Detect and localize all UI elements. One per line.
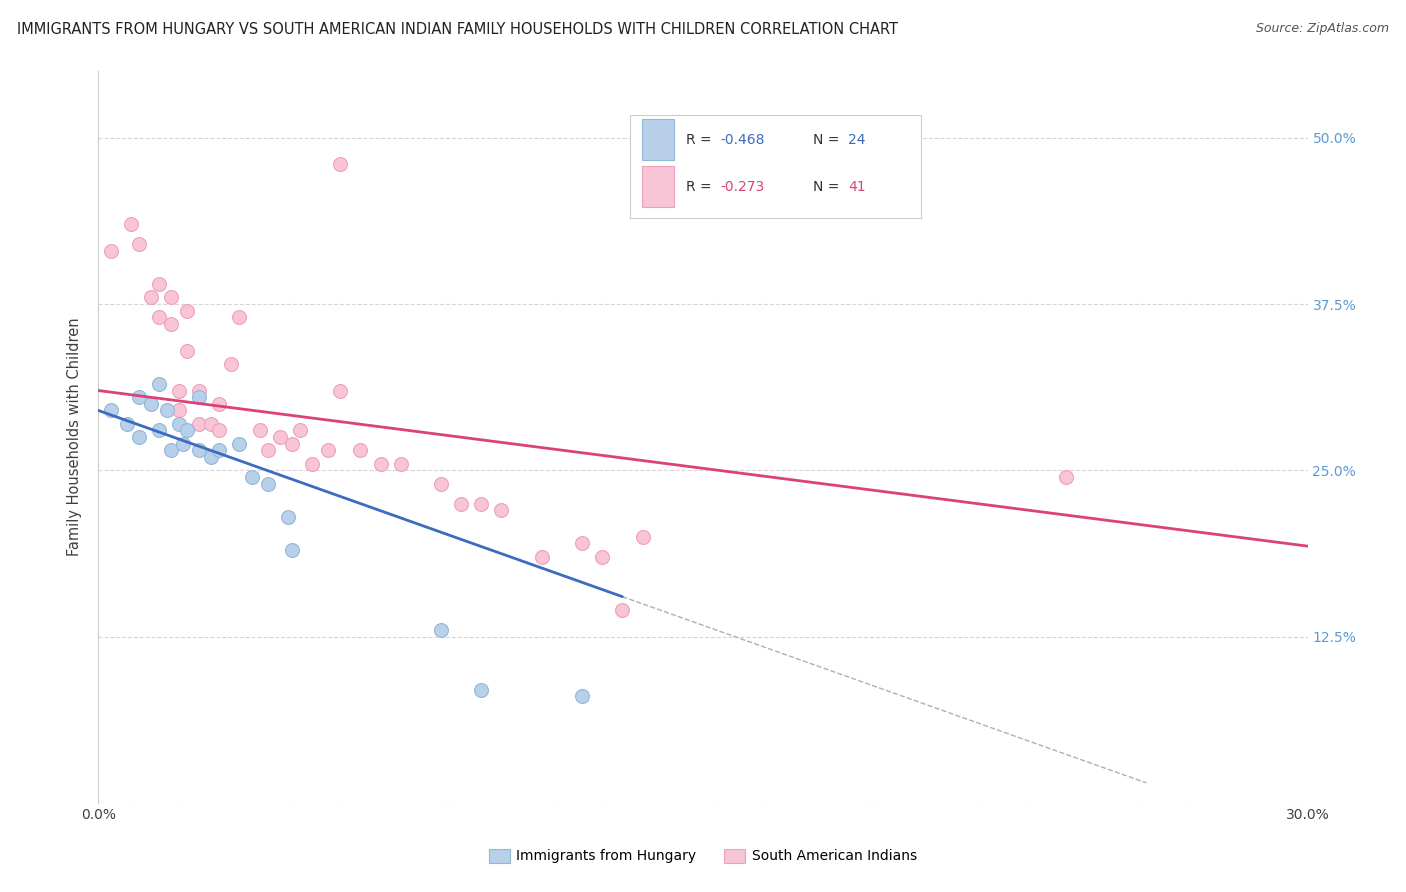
Text: -0.273: -0.273 [720, 180, 765, 194]
Point [256, 476, 278, 491]
Point [228, 436, 250, 450]
Point [316, 443, 339, 458]
Legend: Immigrants from Hungary, South American Indians: Immigrants from Hungary, South American … [484, 843, 922, 869]
Text: R =: R = [686, 180, 716, 194]
Point [148, 277, 170, 292]
Text: -0.468: -0.468 [720, 133, 765, 147]
Point [329, 384, 352, 398]
Point [115, 417, 138, 431]
Point [277, 509, 299, 524]
Point [631, 530, 654, 544]
Point [612, 603, 634, 617]
Text: N =: N = [813, 180, 844, 194]
Point [301, 457, 323, 471]
Bar [643, 167, 673, 208]
Point [530, 549, 553, 564]
Point [128, 237, 150, 252]
Point [172, 436, 194, 450]
Point [128, 430, 150, 444]
Point [208, 443, 231, 458]
Text: 24: 24 [848, 133, 866, 147]
Text: 41: 41 [848, 180, 866, 194]
Point [200, 450, 222, 464]
Point [591, 549, 613, 564]
Point [188, 443, 211, 458]
Point [188, 384, 211, 398]
Point [200, 417, 222, 431]
Point [491, 503, 513, 517]
Point [188, 417, 211, 431]
Point [329, 157, 352, 171]
Point [288, 424, 311, 438]
Point [188, 390, 211, 404]
Point [148, 310, 170, 325]
Point [269, 430, 291, 444]
Point [148, 376, 170, 391]
Point [1054, 470, 1077, 484]
Text: IMMIGRANTS FROM HUNGARY VS SOUTH AMERICAN INDIAN FAMILY HOUSEHOLDS WITH CHILDREN: IMMIGRANTS FROM HUNGARY VS SOUTH AMERICA… [17, 22, 898, 37]
Point [176, 424, 198, 438]
Point [256, 443, 278, 458]
Point [128, 390, 150, 404]
Point [450, 497, 472, 511]
Point [139, 290, 162, 304]
Point [389, 457, 412, 471]
Text: R =: R = [686, 133, 716, 147]
Point [281, 436, 304, 450]
Point [470, 497, 492, 511]
Point [240, 470, 263, 484]
Point [176, 303, 198, 318]
Text: Source: ZipAtlas.com: Source: ZipAtlas.com [1256, 22, 1389, 36]
Point [349, 443, 371, 458]
Point [249, 424, 271, 438]
Point [208, 397, 231, 411]
Point [430, 623, 453, 637]
Text: N =: N = [813, 133, 844, 147]
Bar [643, 120, 673, 161]
Point [120, 217, 142, 231]
Point [370, 457, 392, 471]
Point [228, 310, 250, 325]
Point [156, 403, 179, 417]
Point [281, 543, 304, 558]
Point [430, 476, 453, 491]
Point [167, 417, 190, 431]
Point [139, 397, 162, 411]
Point [148, 424, 170, 438]
Point [571, 536, 593, 550]
Point [221, 357, 243, 371]
Point [100, 403, 122, 417]
Point [571, 690, 593, 704]
Point [470, 682, 492, 697]
Y-axis label: Family Households with Children: Family Households with Children [67, 318, 83, 557]
Point [160, 443, 183, 458]
Point [160, 317, 183, 331]
Point [167, 384, 190, 398]
Point [167, 403, 190, 417]
Point [208, 424, 231, 438]
Point [176, 343, 198, 358]
Point [100, 244, 122, 258]
Point [160, 290, 183, 304]
